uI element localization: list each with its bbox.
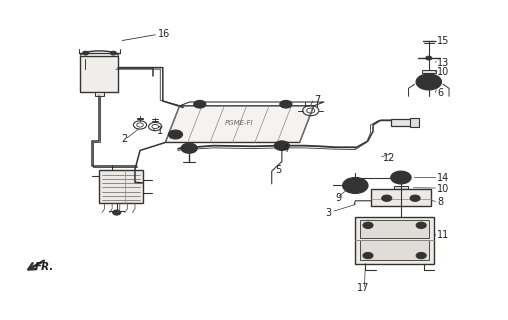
Circle shape (391, 171, 411, 184)
Bar (422, 70, 436, 73)
Circle shape (283, 102, 289, 106)
Bar (355, 217, 434, 264)
Circle shape (185, 146, 193, 151)
Circle shape (426, 56, 432, 60)
Text: 9: 9 (335, 193, 341, 203)
Bar (80, 56, 118, 92)
Circle shape (278, 143, 285, 148)
Circle shape (421, 77, 436, 87)
Bar (394, 187, 408, 190)
Circle shape (416, 222, 426, 228)
Text: 10: 10 (437, 68, 450, 77)
Circle shape (82, 51, 88, 55)
Circle shape (172, 132, 179, 137)
Text: 1: 1 (157, 126, 163, 136)
Text: PGME-FI: PGME-FI (225, 120, 254, 125)
Text: 15: 15 (437, 36, 450, 45)
Circle shape (396, 174, 406, 181)
Circle shape (110, 51, 116, 55)
Text: 17: 17 (357, 284, 369, 293)
Circle shape (280, 100, 292, 108)
Text: 11: 11 (437, 230, 450, 240)
Text: FR.: FR. (35, 262, 54, 272)
Circle shape (181, 143, 197, 153)
Circle shape (274, 141, 290, 150)
Bar (100, 170, 143, 203)
Circle shape (113, 210, 121, 215)
Text: 5: 5 (275, 164, 281, 174)
Bar (360, 240, 429, 260)
Text: 2: 2 (121, 134, 127, 144)
Circle shape (168, 130, 182, 139)
Text: 13: 13 (437, 58, 450, 68)
Circle shape (348, 181, 362, 190)
Text: 10: 10 (437, 184, 450, 194)
Bar (410, 118, 419, 126)
Text: 7: 7 (314, 95, 320, 105)
Text: 14: 14 (437, 172, 450, 182)
Circle shape (363, 222, 373, 228)
Polygon shape (165, 106, 314, 142)
Circle shape (416, 74, 441, 90)
Text: 6: 6 (437, 88, 443, 98)
Circle shape (194, 100, 206, 108)
Text: 8: 8 (437, 197, 443, 207)
Circle shape (197, 102, 203, 106)
Bar (391, 119, 414, 125)
Circle shape (363, 252, 373, 259)
Bar (360, 220, 429, 238)
Text: 16: 16 (158, 29, 170, 39)
Circle shape (343, 178, 368, 194)
Circle shape (416, 252, 426, 259)
Circle shape (382, 195, 392, 201)
Bar (96, 92, 104, 96)
Text: 3: 3 (325, 208, 331, 218)
Text: 4: 4 (283, 144, 289, 154)
Circle shape (410, 195, 420, 201)
Text: 12: 12 (383, 153, 396, 164)
Bar (370, 189, 431, 206)
